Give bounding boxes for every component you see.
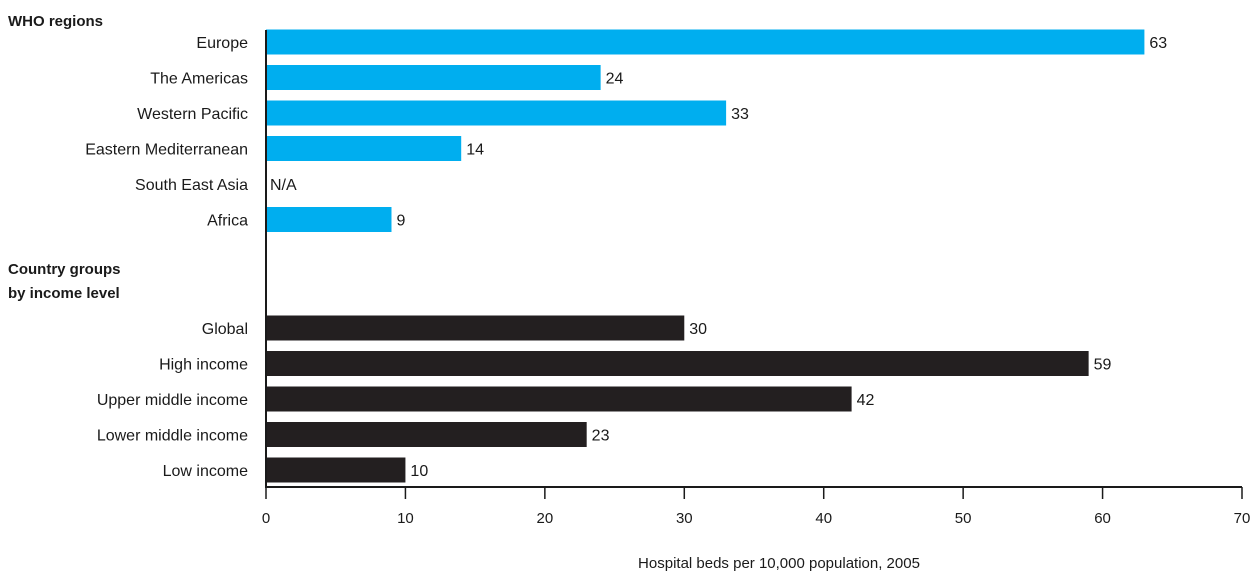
value-label: 14 xyxy=(466,142,484,159)
bar xyxy=(266,422,587,447)
bar xyxy=(266,136,462,161)
x-tick-label: 50 xyxy=(955,510,972,527)
category-label: Western Pacific xyxy=(137,106,248,123)
category-label: Lower middle income xyxy=(97,428,248,445)
category-label: Global xyxy=(202,321,248,338)
bar xyxy=(266,65,601,90)
x-axis-title: Hospital beds per 10,000 population, 200… xyxy=(638,555,920,572)
category-label: Upper middle income xyxy=(97,392,248,409)
value-label: 9 xyxy=(396,213,405,230)
value-label: 10 xyxy=(410,463,428,480)
bar xyxy=(266,100,727,126)
value-label: 63 xyxy=(1149,35,1167,52)
x-tick-label: 10 xyxy=(397,510,414,527)
bar xyxy=(266,457,406,483)
group-title: WHO regions xyxy=(8,13,103,30)
x-tick-label: 60 xyxy=(1094,510,1111,527)
category-label: Africa xyxy=(207,213,248,230)
bar xyxy=(266,29,1145,55)
category-label: Eastern Mediterranean xyxy=(85,142,248,159)
category-label: South East Asia xyxy=(135,177,248,194)
value-label: 30 xyxy=(689,321,707,338)
bar xyxy=(266,351,1089,376)
value-label: 24 xyxy=(606,71,624,88)
category-label: Low income xyxy=(163,463,248,480)
x-tick-label: 0 xyxy=(262,510,270,527)
x-tick-label: 20 xyxy=(537,510,554,527)
bar xyxy=(266,207,392,232)
value-label: 33 xyxy=(731,106,749,123)
value-label: 23 xyxy=(592,428,610,445)
x-tick-label: 70 xyxy=(1234,510,1251,527)
x-tick-label: 40 xyxy=(815,510,832,527)
group-title: by income level xyxy=(8,285,120,302)
bar xyxy=(266,315,685,341)
category-label: High income xyxy=(159,357,248,374)
bar xyxy=(266,386,852,412)
x-tick-label: 30 xyxy=(676,510,693,527)
value-label: N/A xyxy=(270,177,297,194)
value-label: 59 xyxy=(1094,357,1112,374)
category-label: Europe xyxy=(196,35,248,52)
category-label: The Americas xyxy=(150,71,248,88)
group-title: Country groups xyxy=(8,261,121,278)
value-label: 42 xyxy=(857,392,875,409)
